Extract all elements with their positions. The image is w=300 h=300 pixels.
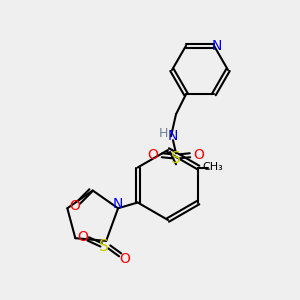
Text: O: O bbox=[148, 148, 158, 162]
Text: O: O bbox=[77, 230, 88, 244]
Text: O: O bbox=[69, 200, 80, 214]
Text: CH₃: CH₃ bbox=[202, 163, 223, 172]
Text: O: O bbox=[119, 252, 130, 266]
Text: N: N bbox=[212, 39, 222, 53]
Text: S: S bbox=[171, 151, 181, 166]
Text: O: O bbox=[194, 148, 204, 162]
Text: N: N bbox=[168, 129, 178, 143]
Text: S: S bbox=[99, 239, 109, 254]
Text: H: H bbox=[158, 127, 168, 140]
Text: N: N bbox=[113, 197, 123, 211]
